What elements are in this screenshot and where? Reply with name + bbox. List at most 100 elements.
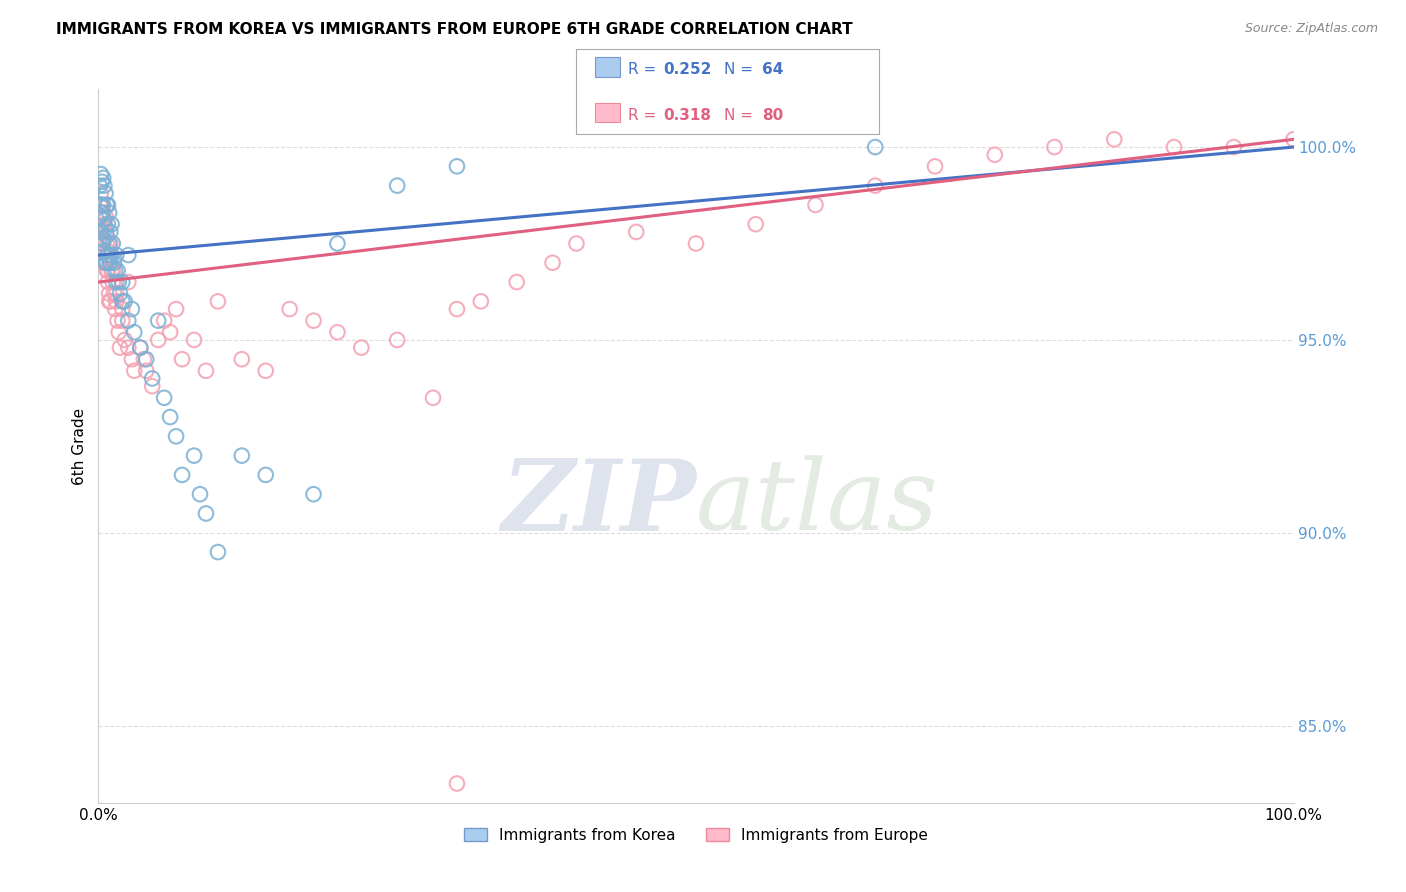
Point: [91, 205, 114, 219]
Point: [90, 198, 112, 212]
Point: [98, 256, 122, 270]
Text: atlas: atlas: [696, 456, 939, 550]
Point: [91, 175, 114, 189]
Point: [98, 248, 122, 262]
Point: [278, 301, 301, 316]
Point: [385, 333, 409, 347]
Point: [129, 341, 152, 355]
Point: [124, 364, 146, 378]
Point: [1282, 132, 1305, 146]
Point: [172, 352, 194, 367]
Point: [804, 198, 827, 212]
Point: [105, 294, 128, 309]
Point: [91, 198, 114, 212]
Point: [94, 256, 117, 270]
Point: [105, 275, 128, 289]
Point: [121, 352, 143, 367]
Point: [117, 341, 139, 355]
Point: [97, 248, 120, 262]
Point: [93, 244, 115, 259]
Point: [1163, 140, 1185, 154]
Point: [101, 275, 124, 289]
Point: [148, 333, 170, 347]
Point: [302, 487, 325, 501]
Point: [107, 325, 129, 339]
Point: [89, 225, 111, 239]
Point: [96, 228, 118, 243]
Point: [93, 256, 115, 270]
Text: ZIP: ZIP: [501, 455, 696, 551]
Point: [114, 333, 136, 347]
Point: [541, 256, 564, 270]
Point: [183, 333, 205, 347]
Point: [984, 148, 1007, 162]
Point: [470, 294, 492, 309]
Point: [111, 313, 134, 327]
Point: [104, 301, 127, 316]
Text: 0.318: 0.318: [664, 108, 711, 123]
Text: N =: N =: [724, 108, 758, 123]
Point: [98, 294, 121, 309]
Point: [114, 294, 136, 309]
Point: [101, 236, 124, 251]
Text: Source: ZipAtlas.com: Source: ZipAtlas.com: [1244, 22, 1378, 36]
Point: [121, 301, 143, 316]
Point: [100, 263, 122, 277]
Point: [207, 294, 229, 309]
Point: [165, 429, 187, 443]
Point: [626, 225, 648, 239]
Point: [91, 236, 114, 251]
Point: [97, 198, 120, 212]
Point: [108, 341, 131, 355]
Point: [104, 263, 127, 277]
Point: [506, 275, 529, 289]
Point: [153, 313, 176, 327]
Point: [107, 313, 129, 327]
Text: 64: 64: [762, 62, 783, 78]
Point: [98, 256, 121, 270]
Point: [231, 352, 253, 367]
Point: [96, 256, 118, 270]
Text: R =: R =: [628, 62, 662, 78]
Point: [96, 236, 118, 251]
Point: [865, 140, 887, 154]
Point: [685, 236, 707, 251]
Point: [91, 198, 114, 212]
Point: [107, 263, 129, 277]
Text: 80: 80: [762, 108, 783, 123]
Point: [148, 313, 170, 327]
Text: 0.252: 0.252: [664, 62, 711, 78]
Point: [94, 221, 117, 235]
Point: [107, 275, 129, 289]
Point: [91, 236, 114, 251]
Point: [195, 364, 218, 378]
Point: [231, 449, 253, 463]
Point: [89, 178, 111, 193]
Point: [98, 294, 122, 309]
Point: [1223, 140, 1246, 154]
Point: [183, 449, 205, 463]
Point: [141, 379, 163, 393]
Point: [97, 244, 120, 259]
Point: [165, 301, 187, 316]
Point: [94, 210, 117, 224]
Point: [422, 391, 444, 405]
Point: [90, 186, 112, 201]
Point: [105, 248, 128, 262]
Point: [97, 275, 120, 289]
Point: [96, 263, 118, 277]
Point: [195, 507, 218, 521]
Point: [254, 467, 277, 482]
Point: [98, 205, 121, 219]
Point: [446, 159, 468, 173]
Point: [89, 210, 111, 224]
Point: [745, 217, 768, 231]
Point: [865, 178, 887, 193]
Point: [111, 294, 134, 309]
Point: [100, 248, 122, 262]
Point: [111, 275, 134, 289]
Point: [91, 170, 114, 185]
Point: [98, 256, 122, 270]
Point: [98, 225, 122, 239]
Point: [96, 248, 118, 262]
